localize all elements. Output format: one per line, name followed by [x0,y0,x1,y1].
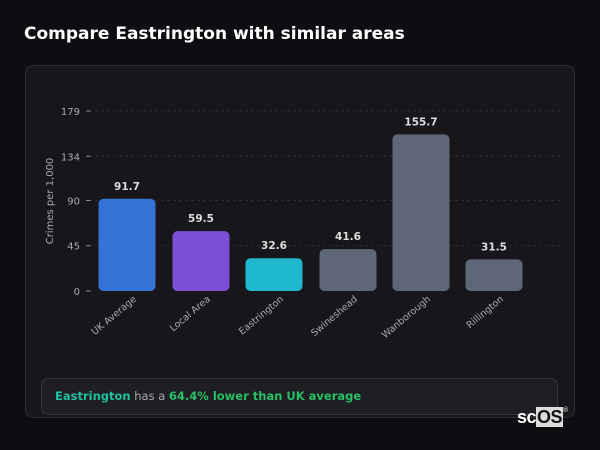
y-tick-label: 0 [74,287,80,298]
x-tick-label: Swineshead [309,294,360,339]
bar-swineshead [319,249,377,291]
bar-value-label: 31.5 [481,241,507,253]
bar-value-label: 41.6 [335,231,361,243]
bar-eastrington [245,258,303,291]
y-axis-label: Crimes per 1,000 [45,158,56,245]
y-tick-label: 90 [67,196,80,207]
bar-value-label: 59.5 [188,213,214,225]
x-tick-label: Eastrington [237,294,286,338]
summary-box: Eastrington has a 64.4% lower than UK av… [41,378,558,415]
bar-value-label: 155.7 [404,116,437,128]
page-title: Compare Eastrington with similar areas [24,24,405,44]
bar-wanborough [392,134,450,291]
bar-value-label: 91.7 [114,181,140,193]
y-tick-label: 45 [67,242,80,253]
summary-comparison: 64.4% lower than UK average [168,389,362,403]
bar-value-label: 32.6 [261,240,287,252]
bar-rillington [465,259,523,291]
scos-logo: scOS® [517,407,568,427]
bar-uk-average [98,198,156,291]
summary-connector: has a [130,389,169,403]
x-tick-label: Local Area [168,294,213,334]
x-tick-label: Rillington [465,294,506,331]
summary-place: Eastrington [55,389,131,403]
bar-local-area [172,231,230,291]
x-tick-label: UK Average [90,294,139,338]
y-tick-label: 179 [61,107,80,118]
x-tick-label: Wanborough [380,294,433,341]
y-tick-label: 134 [61,152,80,163]
